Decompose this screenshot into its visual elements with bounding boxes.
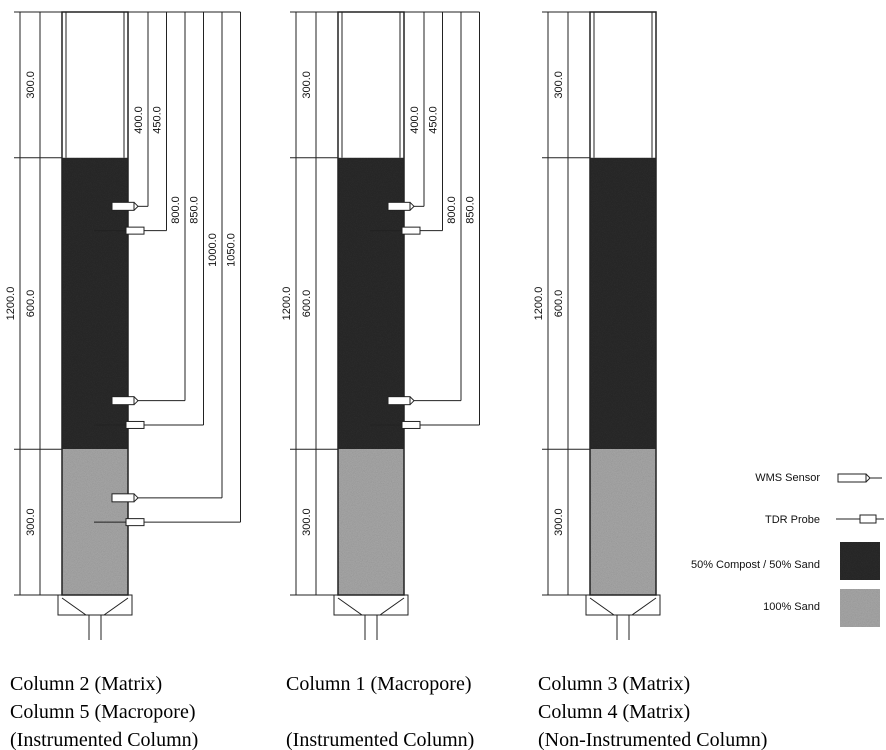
dimension-label: 1200.0	[281, 287, 293, 321]
tdr-icon	[836, 514, 884, 524]
column-caption: (Instrumented Column)	[286, 729, 474, 750]
dimension-label: 300.0	[301, 71, 313, 99]
funnel	[333, 594, 409, 616]
dimension-label: 850.0	[465, 196, 477, 224]
dimension-label: 600.0	[25, 290, 37, 318]
funnel-cone	[589, 597, 657, 616]
funnel-cone	[337, 597, 405, 616]
funnel	[57, 594, 133, 616]
dimension-label: 300.0	[301, 508, 313, 536]
compost-swatch	[840, 542, 880, 580]
tdr-probe	[401, 226, 421, 235]
dimension-label: 850.0	[189, 196, 201, 224]
tdr-probe	[125, 518, 145, 527]
dimension-label: 1200.0	[5, 287, 17, 321]
dimension-label: 600.0	[553, 290, 565, 318]
column-caption: Column 5 (Macropore)	[10, 701, 196, 723]
dimension-label: 300.0	[25, 508, 37, 536]
legend-label: TDR Probe	[765, 514, 820, 526]
wms-cap	[409, 396, 415, 406]
legend: WMS Sensor TDR Probe 50% Compost / 50% S…	[691, 472, 884, 627]
legend-label: WMS Sensor	[755, 472, 820, 484]
dimension-label: 300.0	[25, 71, 37, 99]
wms-cap	[133, 493, 139, 503]
dimension-label: 600.0	[301, 290, 313, 318]
wms-cap	[409, 201, 415, 211]
sand-layer	[338, 449, 404, 595]
wms-icon	[837, 473, 882, 483]
funnel-cone	[61, 597, 129, 616]
sand-layer	[590, 449, 656, 595]
dimension-label: 300.0	[553, 71, 565, 99]
dimension-label: 450.0	[428, 106, 440, 134]
legend-label: 50% Compost / 50% Sand	[691, 559, 820, 571]
dimension-label: 400.0	[133, 106, 145, 134]
column-caption: Column 2 (Matrix)	[10, 673, 162, 695]
wms-sensor	[387, 201, 411, 211]
compost-layer	[62, 157, 128, 450]
tdr-probe	[401, 420, 421, 429]
wms-sensor	[111, 493, 135, 503]
sand-swatch	[840, 589, 880, 627]
wms-sensor	[111, 201, 135, 211]
column-caption: (Non-Instrumented Column)	[538, 729, 767, 750]
column-caption: (Instrumented Column)	[10, 729, 198, 750]
wms-cap	[133, 201, 139, 211]
column-caption: Column 4 (Matrix)	[538, 701, 690, 723]
tdr-probe	[125, 226, 145, 235]
wms-cap	[133, 396, 139, 406]
column-caption: Column 3 (Matrix)	[538, 673, 690, 695]
compost-layer	[590, 157, 656, 450]
dimension-label: 1000.0	[207, 233, 219, 267]
dimension-label: 450.0	[152, 106, 164, 134]
dimension-label: 1050.0	[226, 233, 238, 267]
compost-layer	[338, 157, 404, 450]
legend-label: 100% Sand	[763, 601, 820, 613]
funnel	[585, 594, 661, 616]
dimension-label: 400.0	[409, 106, 421, 134]
wms-sensor	[387, 396, 411, 406]
dimension-label: 800.0	[446, 196, 458, 224]
dimension-label: 800.0	[170, 196, 182, 224]
tdr-probe	[125, 420, 145, 429]
dimension-label: 1200.0	[533, 287, 545, 321]
column-caption: Column 1 (Macropore)	[286, 673, 472, 695]
dimension-label: 300.0	[553, 508, 565, 536]
wms-sensor	[111, 396, 135, 406]
